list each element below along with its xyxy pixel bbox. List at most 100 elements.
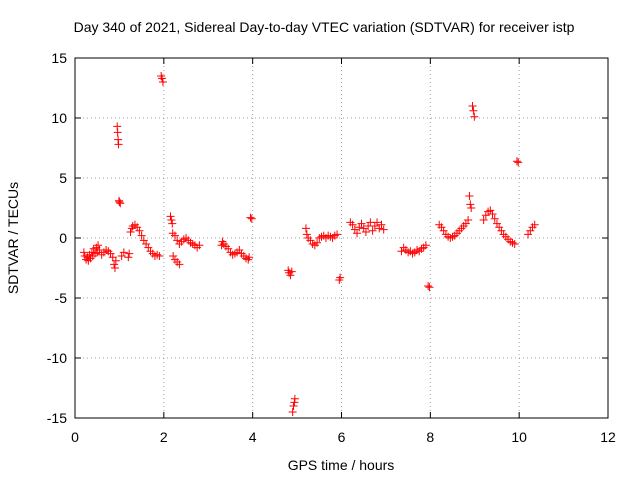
data-point-marker (302, 230, 311, 239)
data-point-marker (439, 226, 448, 235)
x-tick-label: 12 (600, 429, 616, 445)
data-point-marker (170, 231, 179, 240)
data-point-marker (530, 220, 539, 229)
data-point-marker (317, 232, 326, 241)
y-tick-label: 5 (59, 170, 67, 186)
data-point-marker (510, 240, 519, 248)
data-point-marker (290, 394, 299, 403)
data-point-marker (195, 241, 204, 250)
data-point-marker (111, 256, 120, 265)
data-point-marker (115, 198, 124, 206)
data-point-marker (353, 229, 362, 238)
data-point-marker (94, 241, 103, 250)
data-point-marker (116, 199, 125, 208)
data-point-marker (468, 102, 477, 110)
data-point-marker (119, 248, 128, 257)
data-point-marker (486, 206, 495, 215)
data-point-marker (301, 224, 310, 233)
data-point-marker (490, 214, 499, 223)
y-tick-label: 10 (51, 110, 67, 126)
data-point-marker (421, 241, 430, 250)
y-tick-label: 15 (51, 50, 67, 66)
y-tick-label: -10 (47, 350, 67, 366)
data-point-marker (368, 226, 377, 235)
x-tick-label: 2 (160, 429, 168, 445)
data-point-marker (126, 228, 135, 236)
data-point-marker (379, 225, 388, 234)
data-point-marker (158, 78, 167, 86)
data-point-marker (117, 252, 126, 260)
data-point-marker (167, 216, 176, 224)
x-axis-label: GPS time / hours (288, 457, 395, 473)
data-point-marker (467, 204, 476, 212)
data-point-marker (289, 402, 298, 410)
x-tick-label: 0 (71, 429, 79, 445)
data-point-marker (217, 241, 226, 250)
data-point-marker (508, 238, 517, 247)
data-point-marker (425, 283, 434, 292)
axis-ticks: 0 2 4 6 8 10 12 -15 -10 -5 0 5 10 15 (47, 50, 616, 445)
data-point-marker (155, 252, 164, 260)
data-point-marker (188, 240, 197, 248)
data-point-marker (361, 228, 370, 236)
data-point-marker (175, 260, 184, 269)
data-point-marker (357, 219, 366, 228)
data-point-marker (514, 158, 523, 167)
data-point-marker (481, 211, 490, 220)
data-point-marker (153, 250, 162, 259)
data-point-marker (469, 106, 478, 115)
data-point-marker (79, 248, 88, 257)
data-point-marker (166, 212, 175, 221)
data-point-marker (524, 230, 533, 239)
data-point-marker (125, 249, 134, 258)
y-tick-label: -15 (47, 410, 67, 426)
data-point-marker (488, 210, 497, 218)
data-point-marker (492, 219, 501, 228)
data-point-marker (497, 226, 506, 235)
x-tick-label: 6 (338, 429, 346, 445)
chart-title: Day 340 of 2021, Sidereal Day-to-day VTE… (74, 19, 575, 35)
data-point-marker (137, 231, 146, 240)
x-tick-label: 8 (426, 429, 434, 445)
data-point-marker (288, 408, 297, 416)
data-point-marker (110, 260, 119, 269)
data-point-marker (245, 253, 254, 262)
data-point-marker (247, 214, 256, 223)
data-point-marker (465, 192, 474, 200)
x-tick-label: 10 (511, 429, 527, 445)
grid-lines (75, 58, 608, 418)
data-point-marker (479, 216, 488, 224)
data-point-marker (168, 219, 177, 228)
data-point-marker (287, 267, 296, 276)
y-tick-label: 0 (59, 230, 67, 246)
data-point-marker (308, 240, 317, 248)
data-point-marker (470, 112, 479, 121)
data-point-marker (286, 271, 295, 280)
data-point-marker (466, 200, 475, 209)
data-point-marker (333, 230, 342, 239)
data-point-marker (110, 264, 119, 272)
data-point-marker (397, 247, 406, 256)
data-point-marker (139, 236, 148, 245)
x-tick-label: 4 (249, 429, 257, 445)
data-point-marker (336, 273, 345, 282)
data-point-marker (124, 253, 133, 262)
data-points (79, 72, 539, 416)
data-point-marker (113, 128, 122, 137)
data-point-marker (526, 226, 535, 235)
data-point-marker (313, 238, 322, 247)
data-point-marker (464, 216, 473, 224)
data-point-marker (158, 74, 167, 83)
data-point-marker (169, 252, 178, 260)
data-point-marker (114, 140, 123, 149)
y-tick-label: -5 (55, 290, 68, 306)
data-point-marker (373, 218, 382, 227)
data-point-marker (246, 213, 255, 222)
data-point-marker (512, 157, 521, 166)
data-point-marker (135, 226, 144, 235)
y-axis-label: SDTVAR / TECUs (5, 182, 21, 294)
data-point-marker (142, 240, 151, 248)
data-point-marker (495, 223, 504, 232)
data-point-marker (424, 282, 433, 290)
